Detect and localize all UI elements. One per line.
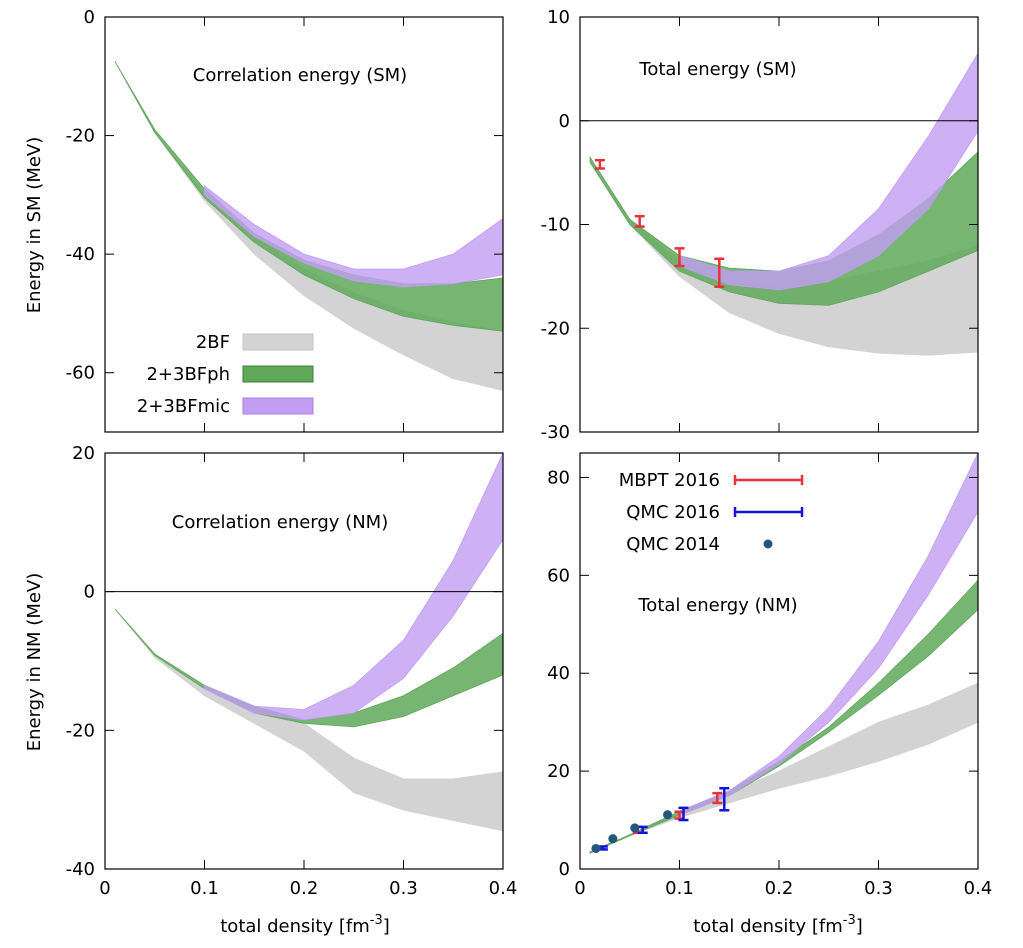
xtick-label: 0.1	[665, 878, 694, 899]
band-2p3bfmic	[204, 453, 503, 721]
plot-area	[114, 61, 503, 391]
legend-swatch	[242, 365, 314, 383]
panel-title: Correlation energy (SM)	[193, 65, 407, 86]
qmc2014-point	[663, 810, 673, 820]
mbpt-errorbar	[714, 257, 725, 288]
band-2p3bfmic	[679, 52, 978, 291]
xtick-label: 0.2	[290, 878, 319, 899]
ytick-label: -10	[541, 215, 570, 236]
xlabel-right: total density [fm-3]	[693, 913, 863, 937]
panel-title: Correlation energy (NM)	[172, 512, 388, 533]
ytick-label: 20	[547, 761, 570, 782]
ytick-label: 60	[547, 565, 570, 586]
xtick-label: 0.3	[864, 878, 893, 899]
legend-label: 2+3BFmic	[137, 396, 230, 417]
band-2p3bfmic	[679, 453, 978, 816]
panels: -60 -40 -20 0 Correlation energy (SM) 2BF 2+3B…	[66, 7, 993, 899]
ytick-label: 80	[547, 467, 570, 488]
xlabel-right-end: ]	[856, 916, 863, 937]
qmc2016-errorbar	[678, 806, 689, 822]
ytick-label: -20	[541, 318, 570, 339]
legend-label: QMC 2014	[626, 534, 720, 555]
ytick-label: 40	[547, 663, 570, 684]
ytick-label: -40	[66, 859, 95, 880]
panel-nm-corr: -40 -20 0 20 0 0.1 0.2 0.3 0.4 Correlation energy…	[66, 443, 518, 899]
panel-title: Total energy (NM)	[637, 595, 797, 616]
ytick-label: 0	[84, 582, 95, 603]
qmc2016-errorbar	[719, 786, 730, 812]
xtick-label: 0	[99, 878, 110, 899]
xlabel-left-exp: -3	[370, 913, 383, 928]
legend-swatch	[242, 333, 314, 351]
legend: 2BF 2+3BFph 2+3BFmic	[137, 332, 314, 417]
ytick-label: -20	[66, 126, 95, 147]
xlabel-left-end: ]	[383, 916, 390, 937]
xlabel-right-exp: -3	[843, 913, 856, 928]
qmc2014-point	[591, 843, 601, 853]
panel-sm-corr: -60 -40 -20 0 Correlation energy (SM) 2BF 2+3B…	[66, 7, 504, 433]
ytick-label: 20	[72, 443, 95, 464]
xtick-label: 0	[574, 878, 585, 899]
legend-label: 2BF	[196, 332, 230, 353]
xtick-label: 0.4	[964, 878, 993, 899]
mbpt-errorbar	[634, 214, 645, 228]
qmc2014-point	[608, 834, 618, 844]
plot-area	[114, 453, 503, 832]
legend-point	[763, 539, 773, 549]
ylabel-nm: Energy in NM (MeV)	[24, 573, 45, 752]
xtick-label: 0.1	[190, 878, 219, 899]
panel-sm-total: -30 -20 -10 0 10 Total energy (SM)	[541, 7, 979, 443]
legend-swatch	[242, 397, 314, 415]
qmc2016-errorbar	[637, 825, 648, 835]
legend: MBPT 2016 QMC 2016 QMC 2014	[619, 470, 804, 555]
legend-label: QMC 2016	[626, 502, 720, 523]
ytick-label: -40	[66, 244, 95, 265]
xtick-label: 0.4	[489, 878, 518, 899]
mbpt-errorbar	[674, 247, 685, 268]
mbpt-errorbar	[594, 158, 605, 170]
xtick-label: 0.2	[765, 878, 794, 899]
panel-title: Total energy (SM)	[638, 59, 796, 80]
legend-label: 2+3BFph	[146, 364, 230, 385]
plot-area	[589, 52, 978, 356]
ytick-label: 0	[559, 111, 570, 132]
xlabel-right-base: total density [fm	[693, 916, 843, 937]
panel-nm-total: 0 20 40 60 80 0 0.1 0.2 0.3 0.4 Total energy (NM) M…	[547, 452, 993, 899]
ytick-label: -60	[66, 363, 95, 384]
ytick-label: -20	[66, 720, 95, 741]
ylabel-sm: Energy in SM (MeV)	[24, 137, 45, 314]
xlabel-left-base: total density [fm	[220, 916, 370, 937]
ytick-label: 0	[84, 7, 95, 28]
qmc2014-point	[630, 823, 640, 833]
ytick-label: 10	[547, 7, 570, 28]
mbpt-errorbar	[712, 791, 723, 805]
xtick-label: 0.3	[389, 878, 418, 899]
xlabel-left: total density [fm-3]	[220, 913, 390, 937]
ytick-label: -30	[541, 422, 570, 443]
ytick-label: 0	[559, 859, 570, 880]
legend-label: MBPT 2016	[619, 470, 720, 491]
band-2p3bfmic	[204, 185, 503, 288]
